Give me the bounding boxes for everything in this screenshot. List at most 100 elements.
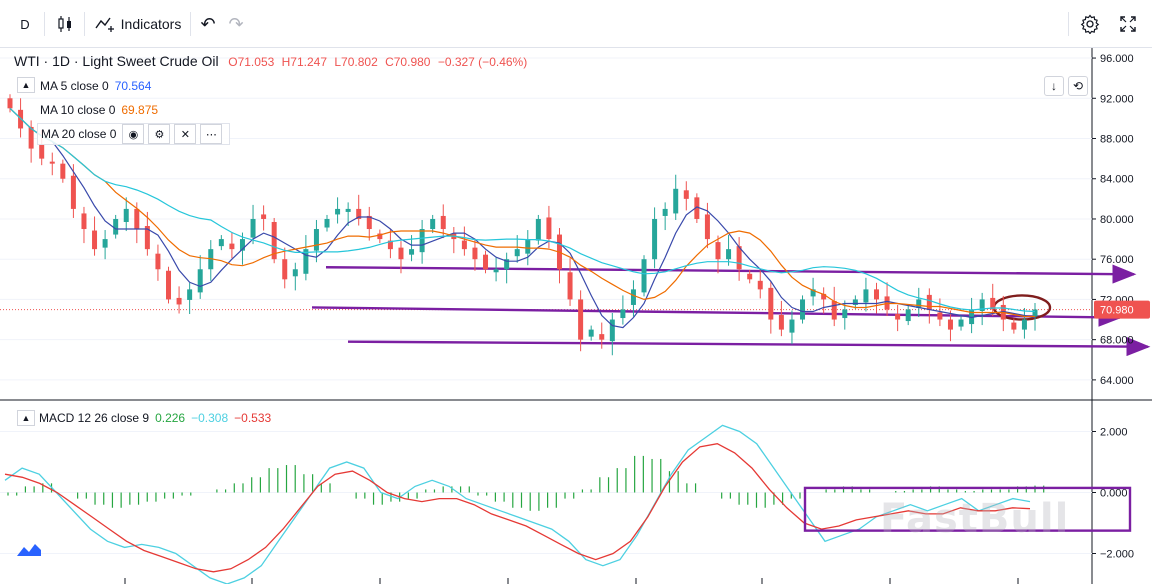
candle-body bbox=[958, 319, 964, 327]
price-tick-label: 96.000 bbox=[1100, 53, 1134, 65]
interval-button[interactable]: D bbox=[20, 16, 30, 32]
candle-body bbox=[757, 280, 763, 290]
collapse-macd-button[interactable]: ▲ bbox=[17, 410, 35, 426]
candle-body bbox=[155, 253, 161, 270]
ma10-value: 69.875 bbox=[121, 103, 159, 117]
toolbar-separator bbox=[44, 12, 45, 36]
candle-body bbox=[1021, 319, 1027, 330]
candle-body bbox=[419, 229, 425, 253]
collapse-legend-button[interactable]: ▲ bbox=[17, 77, 35, 93]
candle-body bbox=[514, 249, 520, 257]
candle-body bbox=[726, 249, 732, 260]
candle-body bbox=[916, 299, 922, 308]
candle-body bbox=[947, 319, 953, 330]
candle-body bbox=[715, 242, 721, 260]
symbol-title[interactable]: WTI · 1D · Light Sweet Crude Oil bbox=[14, 53, 219, 69]
price-tick-label: 84.000 bbox=[1100, 174, 1134, 186]
candle-body bbox=[92, 230, 98, 250]
ma5-value: 70.564 bbox=[114, 79, 152, 93]
moving-averages bbox=[9, 107, 1036, 329]
expand-icon bbox=[1120, 16, 1136, 32]
symbol-legend: WTI · 1D · Light Sweet Crude Oil O71.053… bbox=[14, 53, 531, 69]
candle-body bbox=[345, 208, 351, 212]
price-tick-label: 68.000 bbox=[1100, 335, 1134, 347]
candle-body bbox=[239, 239, 245, 251]
candle-body bbox=[990, 297, 996, 310]
eye-icon[interactable]: ◉ bbox=[122, 124, 145, 144]
chart-canvas[interactable]: 96.00092.00088.00084.00080.00076.00072.0… bbox=[0, 48, 1152, 584]
candle-body bbox=[937, 312, 943, 320]
reset-chart-icon[interactable]: ⟲ bbox=[1068, 76, 1088, 96]
candle-body bbox=[694, 197, 700, 219]
candle-body bbox=[39, 144, 45, 159]
candle-body bbox=[683, 190, 689, 199]
candle-body bbox=[28, 126, 34, 149]
macd-legend[interactable]: ▲ MACD 12 26 close 9 0.226 −0.308 −0.533 bbox=[17, 408, 272, 428]
top-toolbar: D Indicators ↶ ↷ bbox=[0, 0, 1152, 48]
chart-type-button[interactable] bbox=[52, 9, 78, 39]
indicator-ma5[interactable]: MA 5 close 0 70.564 bbox=[40, 76, 152, 96]
candle-body bbox=[535, 218, 541, 241]
scroll-down-icon[interactable]: ↓ bbox=[1044, 76, 1064, 96]
candle-body bbox=[483, 254, 489, 270]
candle-body bbox=[377, 233, 383, 240]
candle-body bbox=[398, 247, 404, 260]
indicators-button[interactable]: Indicators bbox=[90, 9, 186, 39]
redo-icon[interactable]: ↷ bbox=[228, 13, 244, 34]
candle-body bbox=[387, 240, 393, 250]
ohlc-close: C70.980 bbox=[385, 55, 431, 69]
trend-lines bbox=[311, 264, 1151, 357]
candle-body bbox=[356, 208, 362, 219]
price-tick-label: 88.000 bbox=[1100, 134, 1134, 146]
candle-body bbox=[134, 208, 140, 230]
indicator-ma10[interactable]: MA 10 close 0 69.875 bbox=[40, 100, 159, 120]
candle-body bbox=[1032, 309, 1038, 317]
ma10-line bbox=[9, 107, 1035, 318]
trend-line bbox=[325, 264, 1137, 284]
candle-body bbox=[313, 229, 319, 251]
candle-body bbox=[176, 297, 182, 305]
macd-line bbox=[4, 424, 1031, 584]
candle-body bbox=[81, 213, 87, 230]
undo-icon[interactable]: ↶ bbox=[200, 13, 216, 34]
candle-body bbox=[461, 240, 467, 250]
fullscreen-icon[interactable] bbox=[1116, 9, 1140, 39]
toolbar-separator bbox=[190, 12, 191, 36]
candle-body bbox=[229, 243, 235, 250]
candle-body bbox=[70, 175, 76, 209]
more-icon[interactable]: ⋯ bbox=[200, 124, 223, 144]
price-axis[interactable]: 96.00092.00088.00084.00080.00076.00072.0… bbox=[1092, 53, 1150, 561]
indicators-label: Indicators bbox=[120, 16, 182, 32]
candle-body bbox=[218, 239, 224, 247]
candle-body bbox=[979, 299, 985, 311]
ohlc-change: −0.327 (−0.46%) bbox=[437, 55, 528, 69]
indicators-icon bbox=[95, 17, 114, 32]
gear-icon[interactable]: ⚙ bbox=[148, 124, 171, 144]
settings-gear-icon[interactable] bbox=[1078, 9, 1102, 39]
candle-body bbox=[662, 208, 668, 216]
macd-line-value: −0.308 bbox=[191, 411, 229, 425]
candle-body bbox=[1011, 322, 1017, 330]
trend-line bbox=[311, 306, 1123, 327]
macd-tick-label: 2.000 bbox=[1100, 427, 1128, 439]
gear-icon bbox=[1080, 14, 1100, 34]
ma5-label: MA 5 close 0 bbox=[40, 79, 109, 93]
candle-body bbox=[895, 314, 901, 320]
indicator-ma20[interactable]: MA 20 close 0 ◉ ⚙ ✕ ⋯ bbox=[37, 123, 231, 145]
candle-body bbox=[747, 273, 753, 280]
close-icon[interactable]: ✕ bbox=[174, 124, 197, 144]
candle-body bbox=[49, 161, 55, 164]
candle-body bbox=[789, 319, 795, 333]
candle-body bbox=[609, 319, 615, 342]
candle-body bbox=[852, 299, 858, 305]
macd-signal-value: −0.533 bbox=[234, 411, 272, 425]
last-price-badge bbox=[1094, 300, 1150, 319]
candle-body bbox=[102, 239, 108, 248]
candle-body bbox=[969, 309, 975, 325]
candle-body bbox=[303, 249, 309, 274]
toolbar-separator bbox=[1068, 12, 1069, 36]
candle-body bbox=[736, 246, 742, 270]
candle-body bbox=[525, 239, 531, 254]
candle-body bbox=[166, 270, 172, 300]
candle-body bbox=[768, 287, 774, 320]
